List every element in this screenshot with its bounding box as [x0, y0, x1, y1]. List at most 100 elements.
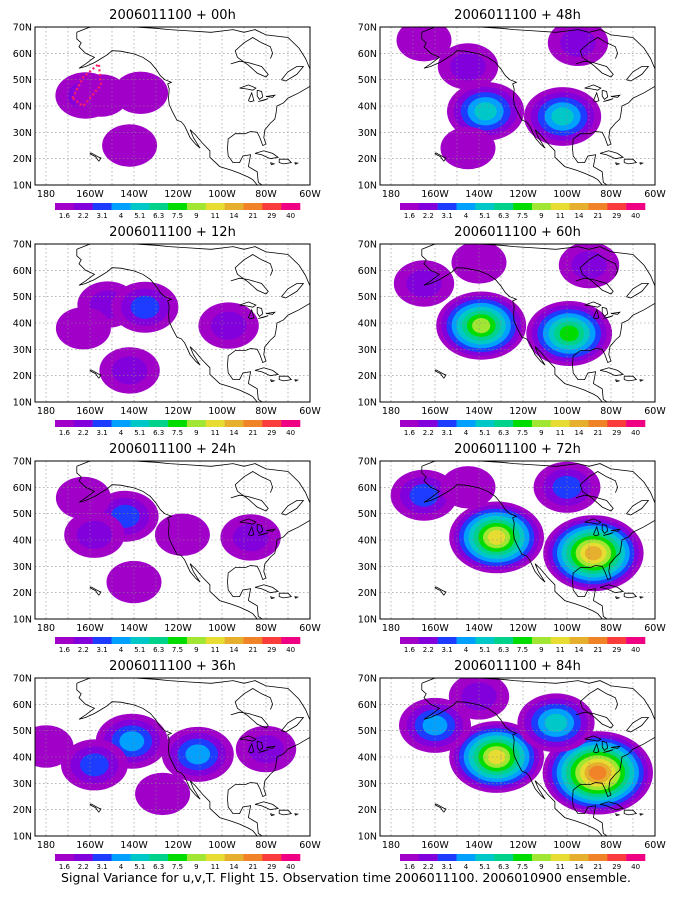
x-tick-label: 180: [382, 189, 400, 200]
x-tick-label: 80W: [600, 189, 622, 200]
colorbar-label: 11: [556, 863, 565, 870]
colorbar-label: 14: [230, 429, 239, 437]
coastline-island-10: [258, 532, 269, 536]
x-tick-label: 180: [382, 623, 400, 634]
coastline-island-6: [230, 37, 274, 78]
coastline-island-2: [278, 592, 293, 599]
colorbar-label: 9: [194, 863, 198, 870]
coastline-island-10: [603, 749, 614, 753]
coastline-island-6: [575, 471, 619, 512]
x-tick-label: 100W: [208, 406, 236, 417]
colorbar-label: 3.1: [97, 212, 108, 220]
coastline-arctic-1: [611, 27, 644, 28]
colorbar-label: 14: [230, 212, 239, 220]
y-tick-label: 60N: [358, 49, 377, 60]
coastline-island-3: [270, 379, 276, 383]
colorbar-segment: [111, 854, 131, 861]
colorbar-segment: [531, 203, 551, 210]
y-tick-label: 50N: [358, 75, 377, 86]
coastline-island-3: [270, 162, 276, 166]
x-tick-label: 160W: [421, 623, 449, 634]
coastline-island-9: [256, 740, 264, 751]
colorbar-label: 29: [612, 212, 621, 220]
coastline-island-6: [575, 37, 619, 78]
panel-2: 2006011100 + 24h 10N 20N 30N 40N 50N 60N 70N 180…: [13, 442, 322, 654]
x-tick-label: 140W: [465, 189, 493, 200]
colorbar-label: 2.2: [78, 429, 89, 437]
x-tick-label: 160W: [76, 840, 104, 851]
colorbar-segment: [418, 203, 438, 210]
x-tick-label: 160W: [76, 406, 104, 417]
variance-blob-1-level-6: [559, 325, 579, 342]
x-tick-label: 140W: [465, 840, 493, 851]
coastline-island-4: [294, 813, 299, 816]
coastline-island-4: [639, 596, 644, 599]
y-tick-label: 20N: [358, 588, 377, 599]
y-tick-label: 30N: [358, 779, 377, 790]
coastline-island-8: [248, 308, 255, 320]
colorbar-label: 21: [248, 646, 257, 654]
map-content: [380, 678, 655, 836]
colorbar-segment: [262, 420, 282, 427]
colorbar-segment: [168, 203, 188, 210]
colorbar-label: 21: [248, 429, 257, 437]
map-content: [380, 461, 655, 619]
colorbar-label: 11: [211, 212, 220, 220]
coastline-island-7: [239, 518, 257, 525]
coastline-island-6: [230, 471, 274, 512]
x-tick-label: 80W: [255, 406, 277, 417]
y-tick-label: 70N: [13, 457, 32, 468]
coastline-island-5: [434, 586, 447, 596]
colorbar-segment: [569, 420, 589, 427]
coastline-island-11: [610, 311, 621, 315]
coastline-island-4: [639, 813, 644, 816]
coastline-island-2: [623, 375, 638, 382]
y-tick-label: 40N: [358, 102, 377, 113]
variance-blob-0-level-7: [472, 318, 491, 334]
coastline-island-8: [593, 91, 600, 103]
y-tick-label: 30N: [13, 779, 32, 790]
coastline-island-2: [623, 158, 638, 165]
coastline-island-11: [265, 311, 276, 315]
y-tick-label: 60N: [358, 266, 377, 277]
coastlines: [421, 678, 655, 836]
y-tick-label: 40N: [13, 753, 32, 764]
coastline-arctic-1: [266, 678, 299, 679]
colorbar-segment: [111, 203, 131, 210]
y-tick-label: 10N: [358, 181, 377, 192]
colorbar-segment: [513, 854, 533, 861]
x-tick-label: 160W: [76, 189, 104, 200]
colorbar-segment: [243, 637, 263, 644]
y-tick-label: 30N: [358, 345, 377, 356]
colorbar-label: 11: [556, 646, 565, 654]
map-frame: [34, 26, 311, 186]
colorbar-segment: [588, 420, 608, 427]
colorbar-segment: [456, 854, 476, 861]
x-tick-label: 140W: [120, 623, 148, 634]
map-content: [35, 461, 310, 619]
y-tick-label: 70N: [358, 674, 377, 685]
x-tick-label: 60W: [644, 840, 666, 851]
colorbar-segment: [149, 420, 169, 427]
colorbar-segment: [494, 854, 514, 861]
y-tick-label: 60N: [358, 483, 377, 494]
x-tick-label: 100W: [553, 623, 581, 634]
map-frame: [34, 243, 311, 403]
map-frame: [379, 677, 656, 837]
coastline-island-6: [575, 254, 619, 295]
x-tick-label: 180: [382, 406, 400, 417]
y-tick-label: 70N: [358, 457, 377, 468]
colorbar: 1.6 2.2 3.1 4 5.1 6.3 7.5 9 11 14 21 29 40: [55, 854, 301, 871]
y-tick-label: 20N: [358, 154, 377, 165]
colorbar-label: 1.6: [59, 646, 71, 654]
colorbar-label: 7.5: [517, 863, 528, 870]
x-tick-label: 120W: [509, 623, 537, 634]
coastline-island-7: [584, 84, 602, 91]
variance-blob-1-level-9: [584, 546, 603, 561]
colorbar-label: 40: [286, 646, 295, 654]
colorbar-segment: [437, 420, 457, 427]
x-tick-label: 140W: [465, 623, 493, 634]
coastline-island-9: [256, 523, 264, 534]
colorbar-label: 7.5: [172, 863, 183, 870]
